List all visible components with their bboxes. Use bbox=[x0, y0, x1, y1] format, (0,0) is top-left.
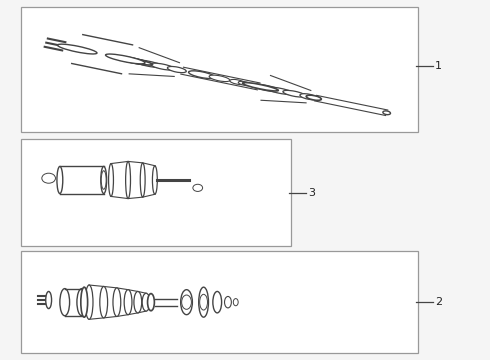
Bar bbox=[21, 139, 291, 246]
Ellipse shape bbox=[199, 287, 208, 317]
Ellipse shape bbox=[209, 75, 230, 82]
Ellipse shape bbox=[182, 295, 192, 309]
Ellipse shape bbox=[243, 82, 278, 91]
Ellipse shape bbox=[109, 163, 114, 197]
Ellipse shape bbox=[100, 287, 108, 318]
Ellipse shape bbox=[60, 289, 70, 316]
Ellipse shape bbox=[300, 94, 317, 100]
Ellipse shape bbox=[249, 84, 283, 92]
Ellipse shape bbox=[101, 166, 107, 194]
Ellipse shape bbox=[224, 296, 231, 308]
Bar bbox=[21, 7, 418, 132]
Ellipse shape bbox=[150, 63, 175, 70]
Ellipse shape bbox=[105, 54, 145, 64]
Ellipse shape bbox=[140, 163, 145, 197]
Ellipse shape bbox=[142, 293, 150, 311]
Circle shape bbox=[42, 173, 55, 183]
Ellipse shape bbox=[200, 294, 207, 310]
Text: 3: 3 bbox=[308, 188, 316, 198]
Ellipse shape bbox=[112, 56, 152, 65]
Ellipse shape bbox=[125, 161, 130, 199]
Ellipse shape bbox=[147, 294, 154, 311]
Bar bbox=[21, 251, 418, 353]
Ellipse shape bbox=[134, 292, 142, 313]
Ellipse shape bbox=[233, 298, 238, 306]
Ellipse shape bbox=[168, 67, 186, 73]
Ellipse shape bbox=[189, 71, 215, 78]
Ellipse shape bbox=[152, 166, 157, 194]
Ellipse shape bbox=[213, 292, 221, 313]
Ellipse shape bbox=[283, 90, 305, 97]
Ellipse shape bbox=[230, 80, 245, 85]
Ellipse shape bbox=[81, 287, 88, 317]
Text: 2: 2 bbox=[435, 297, 442, 307]
Ellipse shape bbox=[238, 81, 250, 86]
Ellipse shape bbox=[46, 292, 51, 309]
Ellipse shape bbox=[77, 289, 87, 316]
Ellipse shape bbox=[133, 60, 164, 68]
Ellipse shape bbox=[85, 285, 93, 319]
Ellipse shape bbox=[124, 290, 132, 315]
Ellipse shape bbox=[116, 57, 152, 65]
Ellipse shape bbox=[113, 288, 121, 316]
Ellipse shape bbox=[266, 87, 294, 95]
Ellipse shape bbox=[306, 95, 321, 100]
Ellipse shape bbox=[181, 290, 193, 315]
Circle shape bbox=[193, 184, 202, 192]
Text: 1: 1 bbox=[435, 61, 442, 71]
Ellipse shape bbox=[101, 171, 106, 189]
Ellipse shape bbox=[383, 111, 391, 114]
Ellipse shape bbox=[57, 166, 63, 194]
Ellipse shape bbox=[57, 44, 97, 54]
